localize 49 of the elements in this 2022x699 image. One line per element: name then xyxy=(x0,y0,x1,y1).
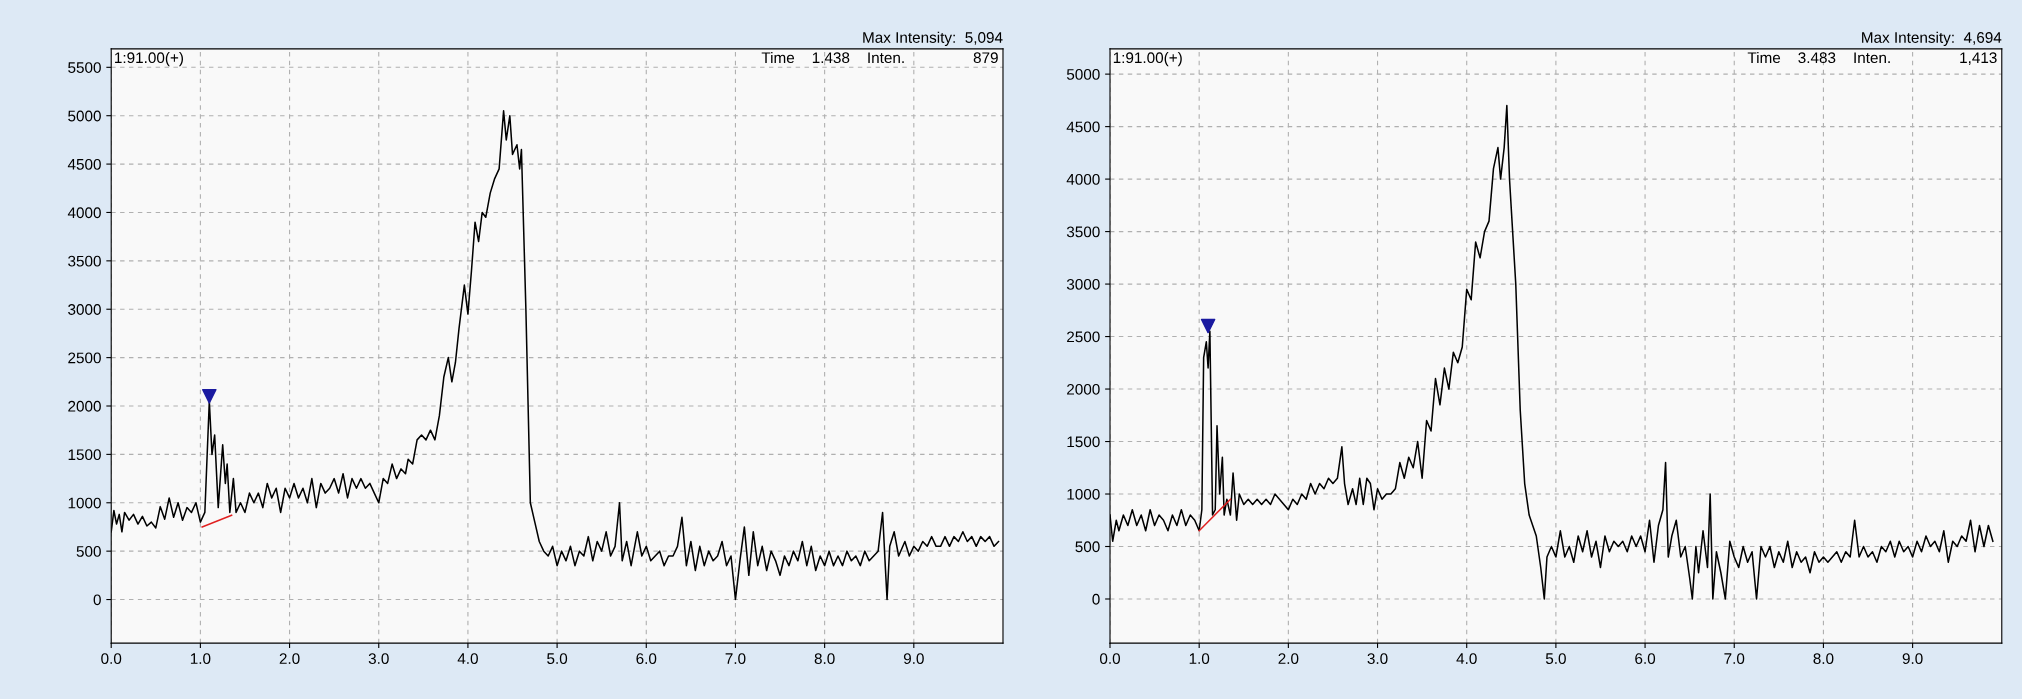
y-tick-label: 5000 xyxy=(68,110,101,122)
y-tick-label: 1500 xyxy=(1067,436,1100,448)
x-tick-label: 7.0 xyxy=(725,653,746,665)
y-tick-label: 4500 xyxy=(1066,121,1100,133)
x-tick-label: 9.0 xyxy=(1902,653,1923,665)
x-tick-label: 0.0 xyxy=(101,653,122,665)
y-tick-label: 1000 xyxy=(1067,488,1100,500)
y-tick-label: 1000 xyxy=(68,497,101,509)
y-tick-label: 2000 xyxy=(68,400,101,412)
x-tick-label: 5.0 xyxy=(1545,653,1566,665)
y-tick-label: 2500 xyxy=(1067,331,1100,343)
y-tick-label: 500 xyxy=(1075,541,1100,553)
y-tick-label: 0 xyxy=(93,594,101,606)
y-tick-label: 2000 xyxy=(1067,383,1100,395)
x-tick-label: 0.0 xyxy=(1099,653,1121,665)
x-tick-label: 8.0 xyxy=(1813,653,1834,665)
x-tick-label: 2.0 xyxy=(279,653,300,665)
annotation: 1:91.00(+) xyxy=(115,51,184,67)
y-tick-label: 3000 xyxy=(68,304,101,315)
text: Max Intensity: 4,694 xyxy=(1862,31,2002,46)
y-tick-label: 500 xyxy=(76,546,101,557)
y-tick-label: 4500 xyxy=(67,158,101,170)
x-tick-label: 4.0 xyxy=(1456,653,1477,665)
annotation: Time 1.438 Inten. 879 xyxy=(761,51,998,64)
x-tick-label: 7.0 xyxy=(1724,653,1745,665)
y-tick-label: 2500 xyxy=(68,352,101,364)
x-tick-label: 3.0 xyxy=(368,653,389,665)
x-tick-label: 8.0 xyxy=(814,653,835,665)
y-tick-label: 5500 xyxy=(68,62,101,73)
x-tick-label: 3.0 xyxy=(1367,653,1388,665)
x-tick-label: 6.0 xyxy=(1635,653,1656,665)
y-tick-label: 1500 xyxy=(68,449,101,461)
y-tick-label: 4000 xyxy=(67,207,101,219)
text: Max Intensity: 5,094 xyxy=(863,31,1003,46)
y-tick-label: 3000 xyxy=(1066,278,1100,290)
y-tick-label: 5000 xyxy=(1066,68,1100,80)
x-tick-label: 5.0 xyxy=(547,653,568,665)
x-tick-label: 2.0 xyxy=(1278,653,1299,665)
y-tick-label: 0 xyxy=(1092,593,1100,605)
annotation: Time 3.483 Inten. 1,413 xyxy=(1747,51,1997,65)
x-tick-label: 6.0 xyxy=(636,653,657,665)
y-tick-label: 3500 xyxy=(1066,226,1100,238)
y-tick-label: 4000 xyxy=(1066,173,1100,185)
annotation: 1:91.00(+) xyxy=(1113,51,1182,67)
x-tick-label: 1.0 xyxy=(1189,653,1210,665)
x-tick-label: 4.0 xyxy=(457,653,478,665)
x-tick-label: 9.0 xyxy=(903,653,924,665)
x-tick-label: 1.0 xyxy=(190,653,211,665)
y-tick-label: 3500 xyxy=(68,255,101,267)
